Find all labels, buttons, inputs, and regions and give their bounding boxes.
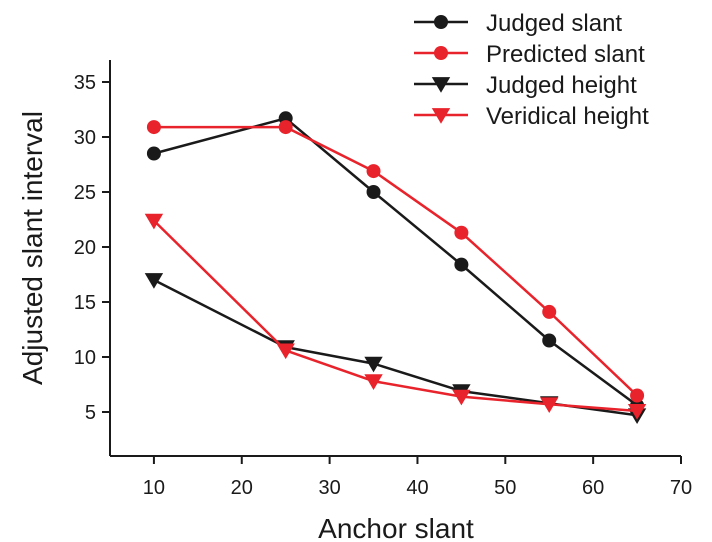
legend-label-veridical-height: Veridical height xyxy=(486,103,649,130)
legend-marker-predicted-slant xyxy=(434,46,448,60)
point-predicted-slant-10 xyxy=(146,120,161,135)
y-axis-title: Adjusted slant interval xyxy=(17,111,48,385)
y-tick-label-30: 30 xyxy=(74,127,96,149)
y-tick-label-20: 20 xyxy=(74,237,96,259)
point-judged-slant-10 xyxy=(146,146,161,161)
axes: 10 20 30 40 50 60 70 5 10 15 20 25 30 35 xyxy=(74,60,692,499)
legend-marker-judged-height xyxy=(431,77,451,93)
x-tick-label-50: 50 xyxy=(494,477,516,499)
point-judged-height-35 xyxy=(364,356,383,373)
point-predicted-slant-45 xyxy=(454,225,469,240)
point-veridical-height-10 xyxy=(144,213,164,230)
legend-item-veridical-height: Veridical height xyxy=(414,103,649,130)
series-layer xyxy=(144,111,647,425)
series-predicted-slant xyxy=(146,120,645,403)
legend-item-judged-height: Judged height xyxy=(414,72,637,99)
legend-label-judged-slant: Judged slant xyxy=(486,10,622,37)
x-tick-label-40: 40 xyxy=(406,477,428,499)
series-judged-slant xyxy=(146,111,645,413)
point-judged-height-10 xyxy=(144,273,164,289)
x-tick-label-30: 30 xyxy=(318,477,340,499)
y-tick-label-15: 15 xyxy=(74,292,96,314)
x-tick-label-70: 70 xyxy=(670,477,692,499)
legend-item-judged-slant: Judged slant xyxy=(414,10,622,37)
y-tick-label-35: 35 xyxy=(74,72,96,94)
x-tick-label-10: 10 xyxy=(143,477,165,499)
legend-item-predicted-slant: Predicted slant xyxy=(414,41,645,68)
series-line-judged-height xyxy=(153,278,638,417)
point-predicted-slant-65 xyxy=(630,388,645,403)
x-tick-label-60: 60 xyxy=(582,477,604,499)
y-tick-label-10: 10 xyxy=(74,347,96,369)
legend: Judged slant Predicted slant Judged height… xyxy=(414,10,649,130)
point-predicted-slant-55 xyxy=(542,304,557,319)
series-line-veridical-height xyxy=(153,219,638,413)
legend-label-judged-height: Judged height xyxy=(486,72,637,99)
legend-marker-veridical-height xyxy=(431,108,451,124)
y-tick-label-5: 5 xyxy=(85,402,96,424)
legend-marker-judged-slant xyxy=(434,15,448,29)
series-veridical-height xyxy=(144,213,647,420)
point-predicted-slant-35 xyxy=(366,164,381,179)
point-veridical-height-65 xyxy=(627,404,647,420)
point-judged-slant-35 xyxy=(366,185,381,199)
series-judged-height xyxy=(144,273,647,425)
point-veridical-height-45 xyxy=(452,389,471,406)
point-judged-slant-55 xyxy=(542,333,557,348)
point-judged-slant-45 xyxy=(454,257,469,272)
point-predicted-slant-25 xyxy=(278,120,293,135)
series-line-predicted-slant xyxy=(153,125,638,397)
legend-label-predicted-slant: Predicted slant xyxy=(486,41,645,68)
point-veridical-height-25 xyxy=(276,343,295,360)
x-axis-title: Anchor slant xyxy=(318,513,474,542)
series-line-judged-slant xyxy=(153,117,638,407)
x-tick-label-20: 20 xyxy=(231,477,253,499)
point-veridical-height-55 xyxy=(540,397,559,414)
y-tick-label-25: 25 xyxy=(74,182,96,204)
point-veridical-height-35 xyxy=(364,374,383,390)
